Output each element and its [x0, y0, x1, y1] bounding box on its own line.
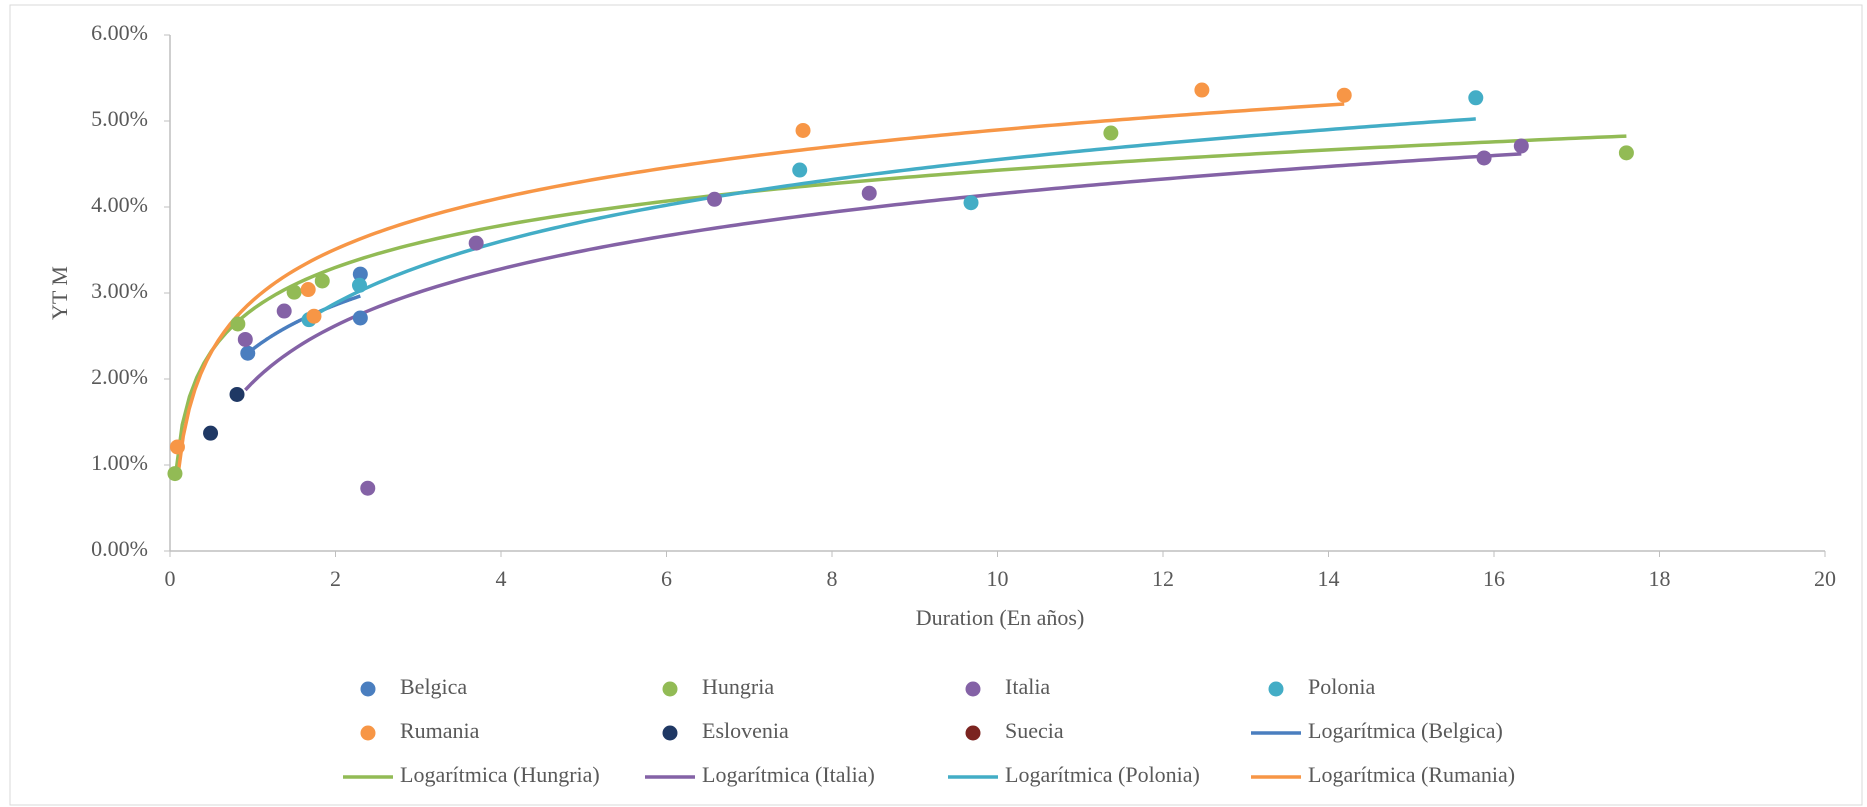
point: [230, 316, 246, 332]
point: [795, 122, 811, 138]
x-axis-label: Duration (En años): [916, 605, 1085, 630]
point: [167, 466, 183, 482]
point: [861, 185, 877, 201]
y-tick-label: 5.00%: [91, 106, 148, 131]
point: [169, 439, 185, 455]
point: [300, 282, 316, 298]
point: [352, 310, 368, 326]
legend-marker: [662, 725, 678, 741]
y-tick-label: 0.00%: [91, 536, 148, 561]
y-tick-label: 2.00%: [91, 364, 148, 389]
legend-label: Polonia: [1308, 674, 1375, 699]
point: [1194, 82, 1210, 98]
legend-label: Logarítmica (Hungria): [400, 762, 600, 787]
y-tick-label: 4.00%: [91, 192, 148, 217]
point: [1476, 150, 1492, 166]
x-tick-label: 14: [1318, 566, 1340, 591]
x-tick-label: 8: [827, 566, 838, 591]
trendline: [175, 102, 1345, 480]
point: [240, 345, 256, 361]
point: [360, 480, 376, 496]
trendline: [173, 134, 1627, 480]
x-tick-label: 16: [1483, 566, 1505, 591]
point: [352, 266, 368, 282]
point: [351, 277, 367, 293]
point: [1513, 138, 1529, 154]
legend-marker: [965, 681, 981, 697]
legend-marker: [1268, 681, 1284, 697]
point: [314, 273, 330, 289]
legend-marker: [662, 681, 678, 697]
legend-label: Logarítmica (Italia): [702, 762, 875, 787]
y-tick-label: 1.00%: [91, 450, 148, 475]
point: [306, 308, 322, 324]
legend-label: Eslovenia: [702, 718, 789, 743]
point: [792, 162, 808, 178]
point: [286, 284, 302, 300]
x-tick-label: 10: [987, 566, 1009, 591]
x-tick-label: 6: [661, 566, 672, 591]
y-tick-label: 3.00%: [91, 278, 148, 303]
trendline: [308, 117, 1476, 321]
legend-label: Belgica: [400, 674, 467, 699]
legend-label: Hungria: [702, 674, 774, 699]
point: [1618, 145, 1634, 161]
point: [468, 235, 484, 251]
x-tick-label: 20: [1814, 566, 1836, 591]
chart-border: [9, 4, 1863, 806]
point: [237, 331, 253, 347]
point: [1336, 87, 1352, 103]
point: [1468, 90, 1484, 106]
point: [229, 386, 245, 402]
legend-label: Italia: [1005, 674, 1050, 699]
x-tick-label: 18: [1649, 566, 1671, 591]
point: [706, 191, 722, 207]
x-tick-label: 4: [496, 566, 507, 591]
point: [276, 303, 292, 319]
legend-label: Rumania: [400, 718, 480, 743]
y-axis-label: YT M: [47, 266, 72, 320]
legend-label: Logarítmica (Rumania): [1308, 762, 1515, 787]
x-tick-label: 2: [330, 566, 341, 591]
x-tick-label: 0: [165, 566, 176, 591]
point: [963, 195, 979, 211]
legend-marker: [360, 681, 376, 697]
point: [1103, 125, 1119, 141]
legend-marker: [965, 725, 981, 741]
point: [203, 425, 219, 441]
y-tick-label: 6.00%: [91, 20, 148, 45]
legend-label: Suecia: [1005, 718, 1064, 743]
trendline: [244, 152, 1522, 392]
x-tick-label: 12: [1152, 566, 1174, 591]
legend-label: Logarítmica (Belgica): [1308, 718, 1503, 743]
legend-label: Logarítmica (Polonia): [1005, 762, 1200, 787]
legend-marker: [360, 725, 376, 741]
